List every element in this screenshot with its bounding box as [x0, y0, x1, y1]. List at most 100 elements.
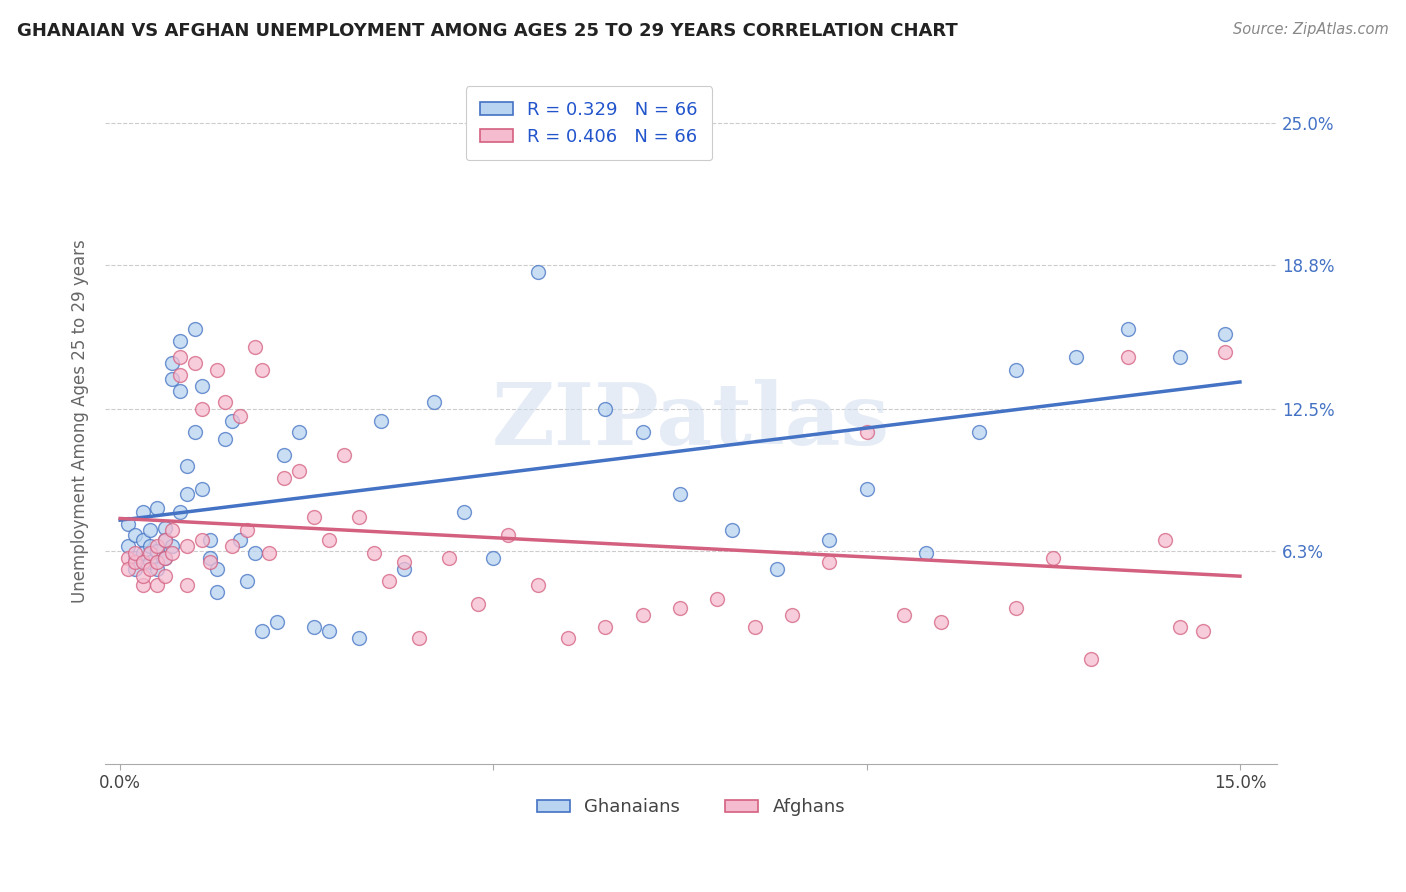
- Point: [304, 619, 326, 633]
- Point: [467, 597, 489, 611]
- Point: [124, 556, 146, 570]
- Point: [595, 619, 617, 633]
- Point: [176, 487, 198, 501]
- Text: GHANAIAN VS AFGHAN UNEMPLOYMENT AMONG AGES 25 TO 29 YEARS CORRELATION CHART: GHANAIAN VS AFGHAN UNEMPLOYMENT AMONG AG…: [17, 22, 957, 40]
- Point: [124, 546, 146, 560]
- Point: [221, 414, 243, 428]
- Point: [453, 505, 475, 519]
- Point: [408, 631, 430, 645]
- Point: [169, 334, 191, 348]
- Point: [228, 409, 250, 423]
- Point: [333, 448, 356, 462]
- Point: [818, 533, 841, 547]
- Point: [131, 556, 153, 570]
- Point: [363, 546, 385, 560]
- Point: [191, 402, 214, 417]
- Point: [631, 425, 654, 439]
- Point: [153, 533, 176, 547]
- Point: [153, 569, 176, 583]
- Point: [422, 395, 444, 409]
- Point: [318, 624, 340, 639]
- Point: [139, 546, 162, 560]
- Point: [146, 562, 169, 576]
- Point: [176, 540, 198, 554]
- Point: [146, 500, 169, 515]
- Point: [1064, 350, 1087, 364]
- Point: [288, 425, 311, 439]
- Point: [198, 556, 221, 570]
- Point: [288, 464, 311, 478]
- Point: [214, 432, 236, 446]
- Point: [250, 363, 273, 377]
- Point: [131, 569, 153, 583]
- Text: Source: ZipAtlas.com: Source: ZipAtlas.com: [1233, 22, 1389, 37]
- Point: [221, 540, 243, 554]
- Point: [228, 533, 250, 547]
- Point: [482, 550, 505, 565]
- Point: [146, 540, 169, 554]
- Point: [370, 414, 392, 428]
- Point: [631, 608, 654, 623]
- Point: [378, 574, 401, 588]
- Point: [855, 483, 877, 497]
- Point: [236, 574, 259, 588]
- Point: [266, 615, 288, 629]
- Point: [124, 562, 146, 576]
- Point: [931, 615, 953, 629]
- Point: [162, 524, 184, 538]
- Point: [124, 528, 146, 542]
- Point: [162, 546, 184, 560]
- Point: [131, 578, 153, 592]
- Point: [1116, 350, 1139, 364]
- Point: [162, 540, 184, 554]
- Point: [347, 631, 370, 645]
- Point: [169, 505, 191, 519]
- Point: [347, 509, 370, 524]
- Point: [766, 562, 789, 576]
- Point: [191, 483, 214, 497]
- Point: [1005, 601, 1028, 615]
- Point: [1213, 345, 1236, 359]
- Point: [236, 524, 259, 538]
- Point: [318, 533, 340, 547]
- Point: [146, 556, 169, 570]
- Point: [205, 363, 228, 377]
- Point: [169, 350, 191, 364]
- Point: [198, 533, 221, 547]
- Point: [1191, 624, 1213, 639]
- Point: [205, 562, 228, 576]
- Point: [124, 550, 146, 565]
- Point: [1042, 550, 1064, 565]
- Point: [131, 505, 153, 519]
- Point: [146, 578, 169, 592]
- Point: [893, 608, 915, 623]
- Point: [176, 459, 198, 474]
- Point: [139, 540, 162, 554]
- Point: [169, 384, 191, 398]
- Point: [855, 425, 877, 439]
- Point: [153, 550, 176, 565]
- Point: [243, 340, 266, 354]
- Point: [967, 425, 990, 439]
- Point: [162, 372, 184, 386]
- Legend: Ghanaians, Afghans: Ghanaians, Afghans: [530, 791, 852, 823]
- Point: [117, 516, 139, 531]
- Point: [139, 556, 162, 570]
- Y-axis label: Unemployment Among Ages 25 to 29 years: Unemployment Among Ages 25 to 29 years: [72, 239, 89, 602]
- Point: [1168, 619, 1191, 633]
- Point: [184, 425, 207, 439]
- Point: [153, 521, 176, 535]
- Point: [198, 550, 221, 565]
- Point: [139, 562, 162, 576]
- Point: [169, 368, 191, 382]
- Point: [1116, 322, 1139, 336]
- Point: [146, 544, 169, 558]
- Point: [205, 585, 228, 599]
- Point: [139, 524, 162, 538]
- Point: [669, 487, 692, 501]
- Point: [669, 601, 692, 615]
- Point: [250, 624, 273, 639]
- Point: [162, 356, 184, 370]
- Point: [595, 402, 617, 417]
- Point: [214, 395, 236, 409]
